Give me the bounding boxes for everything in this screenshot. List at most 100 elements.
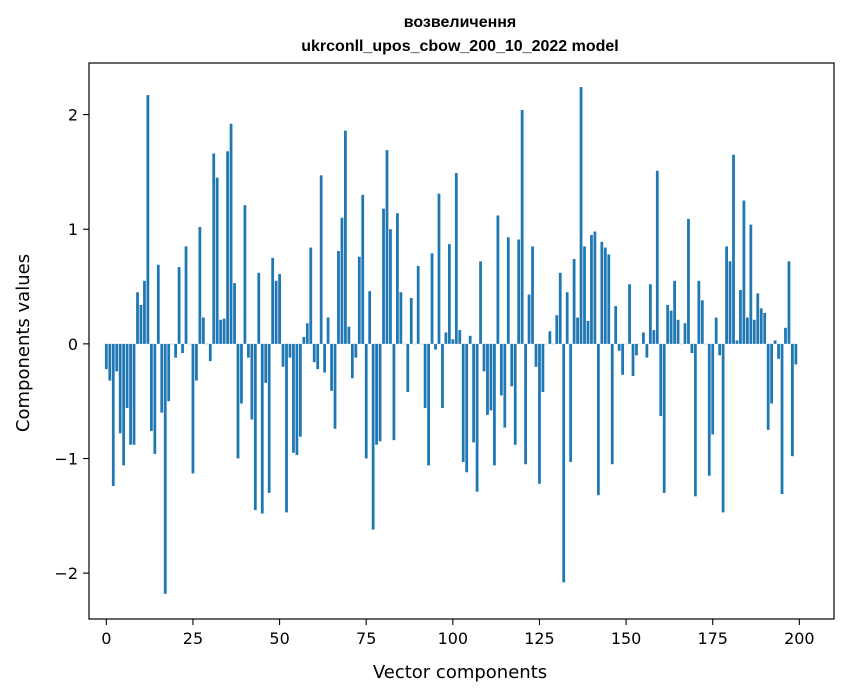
bar — [139, 304, 143, 344]
bar — [316, 343, 320, 370]
bar — [596, 343, 600, 496]
bar — [281, 343, 285, 367]
bar — [191, 343, 195, 474]
bar — [247, 343, 250, 358]
bar — [642, 332, 645, 344]
bar — [427, 343, 430, 466]
bar — [721, 343, 725, 513]
bar — [333, 343, 337, 429]
bar — [156, 264, 160, 344]
bar — [423, 343, 427, 409]
y-tick-label: 1 — [68, 220, 78, 239]
bar — [271, 257, 275, 344]
x-axis-ticks: 0 25 50 75 100 125 150 175 200 — [101, 619, 815, 648]
bar — [292, 343, 295, 453]
bar — [770, 343, 774, 404]
bar — [666, 304, 670, 344]
y-tick-label: 2 — [68, 106, 78, 125]
bar — [493, 343, 496, 466]
chart-title-line-2: ukrconll_upos_cbow_200_10_2022 model — [301, 38, 618, 55]
bar — [472, 343, 476, 443]
bar — [766, 343, 770, 430]
bar — [486, 343, 489, 415]
bar — [579, 87, 583, 344]
plot-frame — [88, 62, 835, 620]
bar — [447, 244, 451, 344]
bar — [302, 336, 306, 344]
bar — [177, 267, 181, 344]
bar — [409, 298, 413, 344]
bar — [787, 261, 791, 344]
bar — [399, 292, 403, 344]
bar — [531, 246, 534, 344]
x-tick-label: 150 — [611, 629, 642, 648]
bar — [773, 340, 777, 344]
bar — [229, 123, 233, 344]
x-tick-label: 0 — [101, 629, 111, 648]
bar — [451, 339, 455, 344]
bar — [285, 343, 288, 513]
bar — [711, 343, 715, 435]
bar — [586, 320, 590, 344]
bar — [635, 343, 638, 356]
bar — [745, 317, 749, 344]
bar — [240, 343, 243, 404]
bar — [430, 253, 434, 344]
y-axis-label: Components values — [13, 254, 34, 432]
bar — [195, 343, 198, 381]
bars-group — [104, 87, 798, 594]
y-tick-label: −1 — [54, 450, 78, 469]
bar — [662, 343, 666, 493]
bar — [534, 343, 538, 367]
bar — [631, 343, 635, 376]
bar — [406, 343, 410, 393]
bar — [163, 343, 167, 594]
bar — [520, 110, 524, 344]
bar — [434, 343, 437, 350]
bar — [118, 343, 122, 434]
bar — [475, 343, 479, 492]
bar — [763, 312, 767, 344]
bar — [479, 261, 482, 344]
bar — [181, 343, 184, 354]
bar — [344, 130, 347, 344]
bar — [375, 343, 378, 445]
bar — [392, 343, 396, 441]
bar — [208, 343, 212, 362]
bar — [364, 343, 368, 459]
bar — [777, 343, 780, 359]
bar — [385, 150, 389, 344]
bar — [115, 343, 119, 372]
bar — [382, 208, 385, 344]
y-axis-ticks: −2 −1 0 1 2 — [54, 106, 89, 583]
x-tick-label: 175 — [697, 629, 728, 648]
bar — [132, 343, 136, 445]
bar — [441, 343, 444, 409]
bar — [784, 327, 787, 344]
bar — [319, 175, 323, 344]
bar — [752, 319, 756, 344]
bar — [368, 291, 372, 344]
bar — [569, 343, 573, 462]
bar — [700, 300, 704, 344]
bar — [357, 256, 361, 344]
bar — [458, 330, 462, 344]
bar — [576, 317, 579, 344]
bar — [673, 280, 676, 344]
bar — [201, 317, 205, 344]
bar — [312, 343, 316, 363]
bar — [538, 343, 541, 484]
bar — [298, 343, 302, 437]
bar — [489, 343, 493, 411]
bar — [243, 205, 247, 344]
bar — [655, 170, 659, 344]
bar — [506, 237, 510, 344]
bar — [524, 343, 527, 465]
bar — [607, 254, 611, 344]
chart-title-line-1: возвеличення — [404, 14, 517, 31]
bar — [389, 229, 392, 344]
bar — [108, 343, 112, 381]
x-tick-label: 50 — [269, 629, 289, 648]
